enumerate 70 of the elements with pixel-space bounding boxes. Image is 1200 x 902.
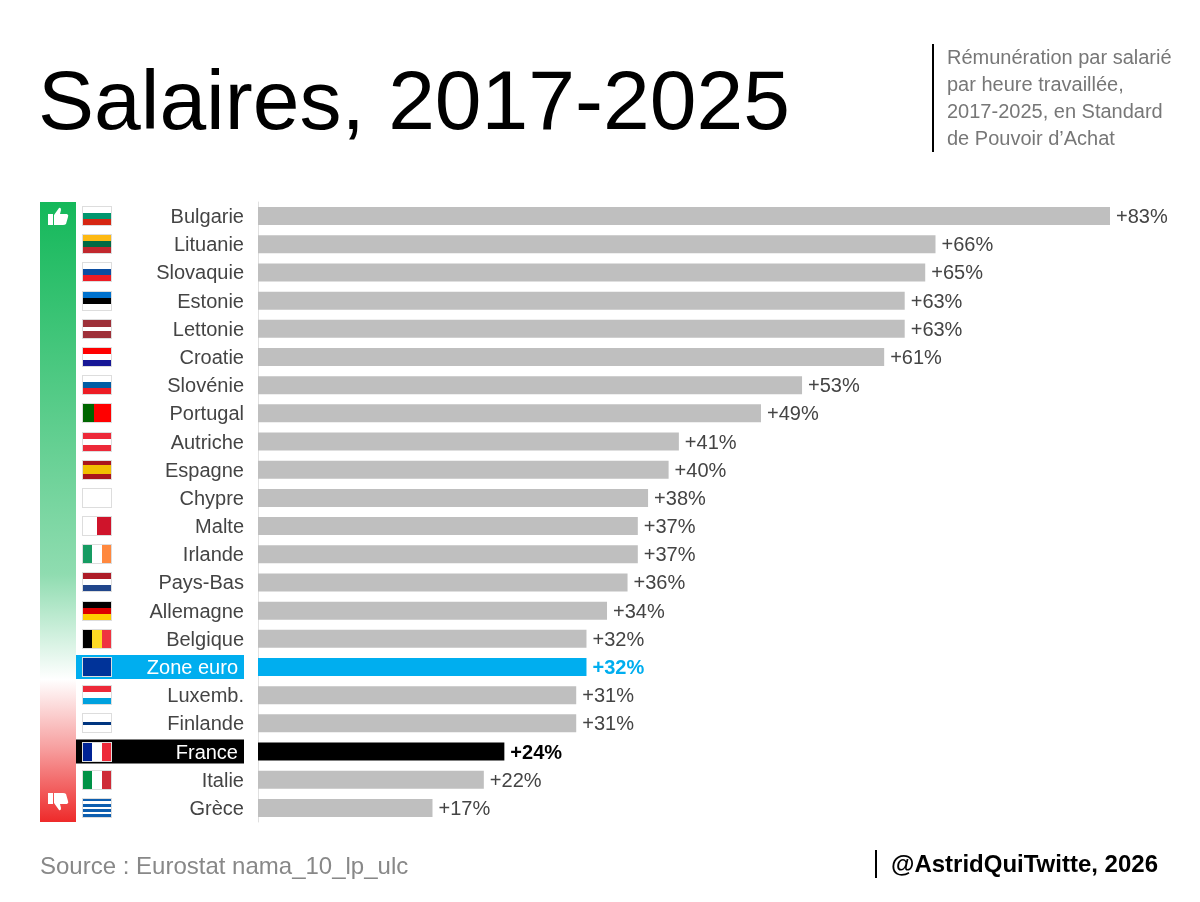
source-note: Source : Eurostat nama_10_lp_ulc	[40, 852, 409, 880]
bar	[258, 629, 587, 648]
data-label: +32%	[592, 656, 645, 678]
y-tick-label: Lettonie	[172, 317, 244, 340]
data-label: +63%	[910, 289, 963, 312]
bar	[258, 291, 905, 310]
bar	[258, 460, 669, 479]
bar	[258, 263, 926, 282]
bar	[258, 376, 803, 395]
bar	[258, 742, 505, 761]
data-label: +34%	[613, 599, 665, 622]
y-tick-label: Italie	[201, 768, 244, 791]
data-label: +24%	[510, 740, 563, 763]
bar	[258, 348, 885, 366]
data-label: +41%	[684, 430, 737, 453]
bar	[258, 714, 577, 733]
bar	[258, 235, 936, 254]
y-tick-label: Malte	[195, 515, 244, 538]
data-label: +31%	[582, 684, 635, 707]
y-tick-label: Chypre	[179, 486, 244, 509]
y-tick-label: Bulgarie	[170, 205, 244, 228]
data-label: +31%	[582, 712, 635, 735]
y-tick-label: Croatie	[179, 346, 244, 368]
data-label: +49%	[766, 402, 819, 425]
data-label: +22%	[489, 768, 542, 791]
data-label: +40%	[674, 458, 727, 481]
y-tick-label: France	[175, 740, 238, 763]
chart-title: Salaires, 2017-2025	[38, 53, 790, 147]
data-label: +37%	[643, 543, 696, 566]
bar	[258, 432, 679, 451]
bar	[258, 545, 638, 564]
bar	[258, 601, 608, 620]
y-tick-label: Estonie	[177, 289, 244, 312]
y-tick-label: Luxemb.	[167, 684, 244, 707]
data-label: +65%	[931, 261, 984, 284]
chart-subtitle: Rémunération par salarié par heure travaillée, 2017-2025, en Standard de Pouvoir d’Achat	[932, 44, 1172, 152]
data-label: +38%	[654, 486, 706, 509]
data-label: +63%	[910, 317, 963, 340]
y-tick-label: Belgique	[166, 627, 244, 650]
bar	[258, 770, 484, 789]
y-tick-label: Portugal	[169, 402, 244, 425]
y-tick-label: Espagne	[165, 458, 244, 481]
y-tick-label: Zone euro	[146, 656, 238, 678]
bar	[258, 207, 1110, 226]
data-label: +61%	[890, 346, 943, 368]
bar	[258, 404, 761, 423]
y-tick-label: Irlande	[182, 543, 244, 566]
bar	[258, 686, 577, 705]
y-tick-label: Allemagne	[149, 599, 244, 622]
bar	[258, 573, 628, 592]
data-label: +83%	[1116, 205, 1168, 228]
y-tick-label: Lituanie	[173, 233, 244, 256]
bar	[258, 488, 649, 507]
y-tick-label: Slovaquie	[156, 261, 244, 284]
bar	[258, 517, 638, 536]
data-label: +36%	[633, 571, 686, 594]
y-tick-label: Pays-Bas	[158, 571, 244, 594]
y-tick-label: Finlande	[167, 712, 244, 735]
data-label: +53%	[808, 374, 860, 397]
bar	[258, 798, 433, 817]
y-tick-label: Slovénie	[167, 374, 244, 397]
data-label: +37%	[643, 515, 696, 538]
data-label: +17%	[438, 796, 491, 819]
bar	[258, 319, 905, 338]
y-tick-label: Autriche	[170, 430, 244, 453]
y-tick-label: Grèce	[189, 796, 244, 819]
data-label: +32%	[592, 627, 645, 650]
data-label: +66%	[941, 233, 994, 256]
text: @AstridQuiTwitte, 2026	[874, 850, 1158, 878]
bar	[258, 658, 587, 676]
